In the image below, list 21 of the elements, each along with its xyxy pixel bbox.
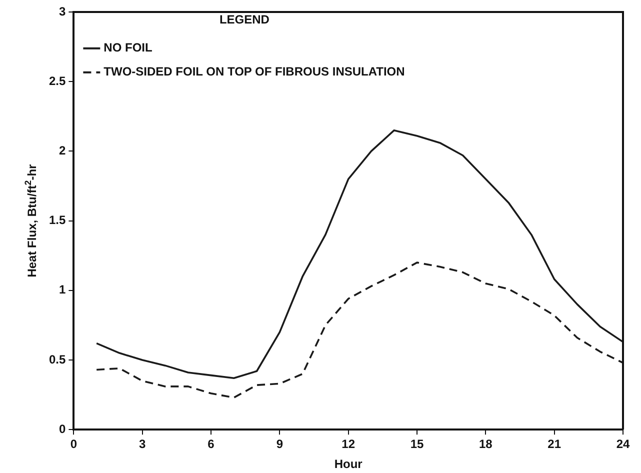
legend-label: TWO-SIDED FOIL ON TOP OF FIBROUS INSULATION: [104, 64, 405, 79]
legend-label: NO FOIL: [104, 40, 152, 55]
x-axis-title: Hour: [334, 457, 363, 471]
y-tick-label: 2.5: [48, 74, 66, 88]
x-tick-label: 12: [342, 437, 356, 452]
y-axis-title: Heat Flux, Btu/ft2-hr: [23, 164, 39, 278]
legend-title: LEGEND: [219, 12, 270, 26]
x-tick-label: 0: [70, 437, 78, 452]
x-tick-label: 3: [139, 437, 146, 452]
y-tick-label: 2: [58, 144, 66, 158]
x-tick-label: 18: [478, 437, 493, 452]
x-tick-label: 9: [276, 437, 284, 452]
y-tick-label: 0.5: [48, 352, 66, 366]
y-tick-label: 1.5: [48, 213, 66, 228]
x-tick-label: 6: [208, 437, 215, 452]
y-tick-label: 1: [58, 282, 66, 297]
x-tick-label: 21: [548, 437, 562, 452]
y-tick-label: 0: [58, 422, 66, 436]
x-tick-label: 15: [410, 437, 424, 452]
y-tick-label: 3: [58, 4, 66, 18]
x-tick-label: 24: [616, 437, 630, 452]
